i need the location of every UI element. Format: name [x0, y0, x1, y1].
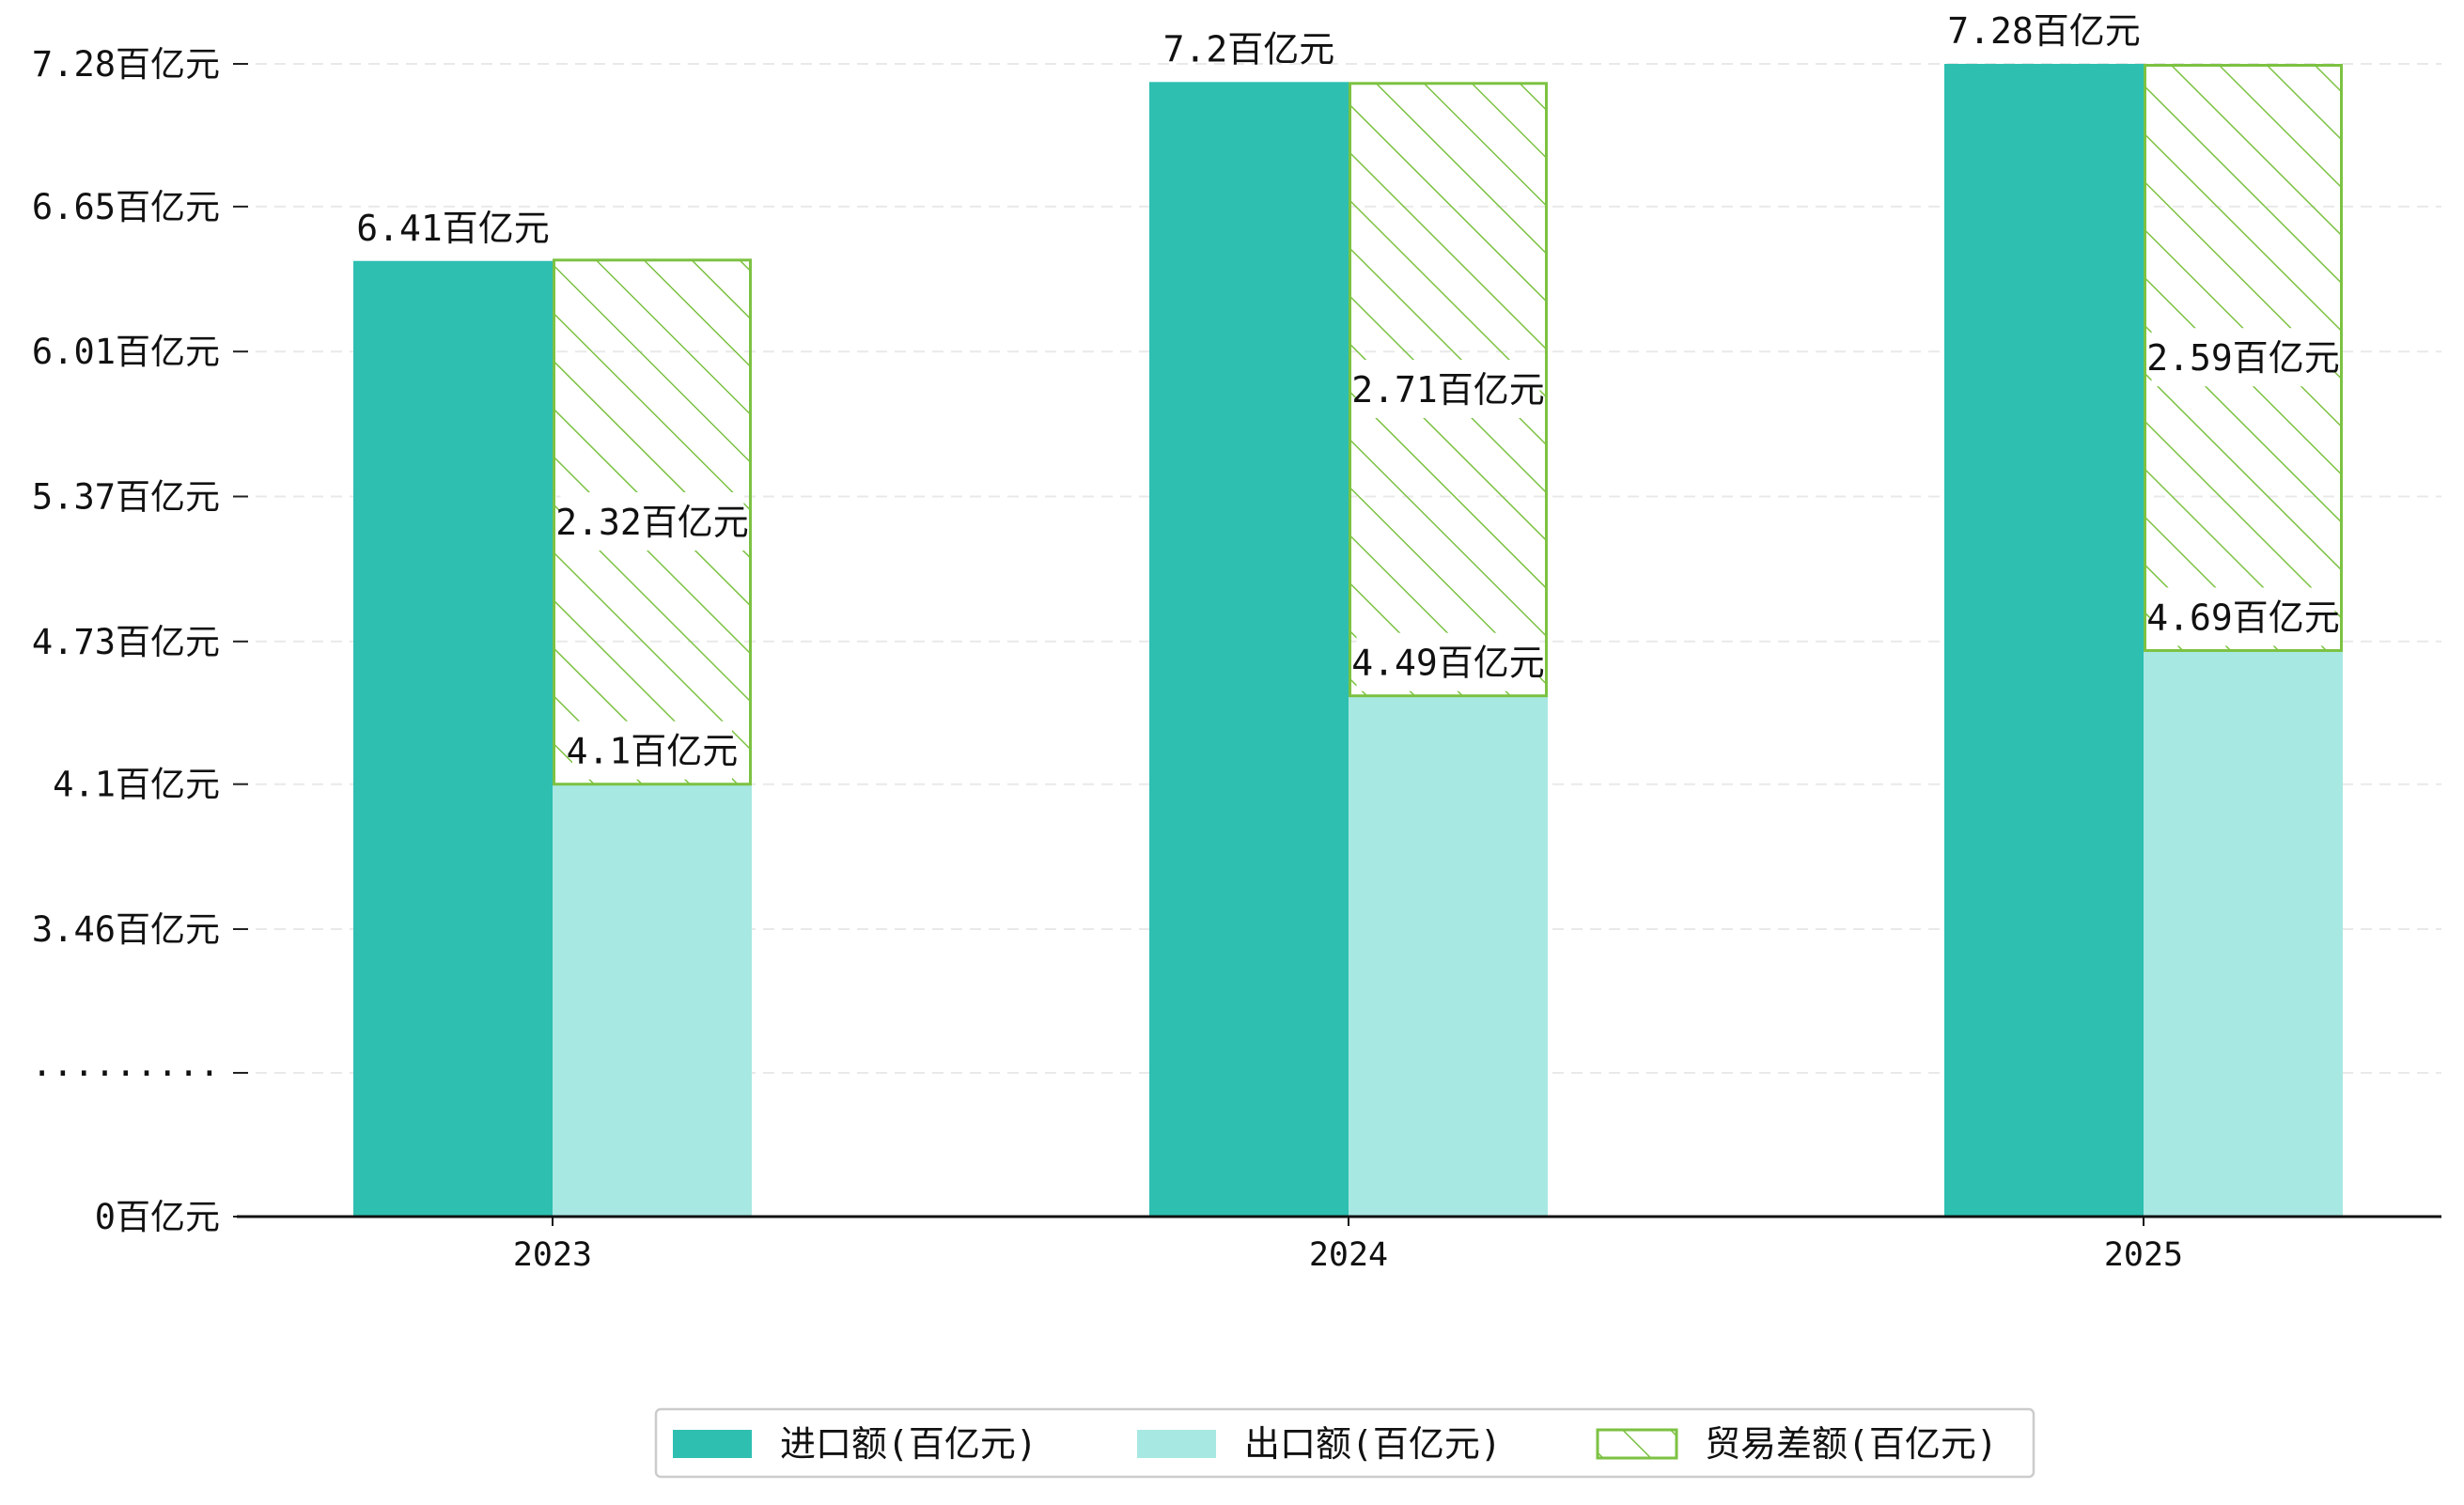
y-tick-label: 6.01百亿元 [32, 332, 220, 372]
value-label-export: 4.49百亿元 [1351, 643, 1545, 684]
x-tick-label: 2025 [2104, 1236, 2183, 1274]
value-label-import: 6.41百亿元 [356, 208, 550, 249]
value-label-export-box [1356, 632, 1540, 691]
y-tick-label: 4.73百亿元 [32, 622, 220, 662]
legend-swatch [1596, 1428, 1678, 1460]
value-label-export: 4.1百亿元 [567, 731, 739, 772]
value-label-balance: 2.59百亿元 [2146, 337, 2340, 379]
y-tick-label: ········· [32, 1053, 220, 1094]
bar-import [1149, 82, 1349, 1217]
y-tick-label: 0百亿元 [95, 1197, 220, 1237]
value-label-balance-box [560, 492, 744, 551]
y-tick-label: 6.65百亿元 [32, 187, 220, 227]
value-label-export-box [572, 721, 732, 780]
legend-swatch [673, 1430, 752, 1458]
bar-export [553, 784, 752, 1217]
legend-label: 进口额(百亿元) [780, 1423, 1037, 1465]
value-label-import: 7.28百亿元 [1947, 10, 2141, 52]
legend-label: 贸易差额(百亿元) [1705, 1423, 1998, 1465]
legend-swatch [1137, 1430, 1216, 1458]
y-tick-label: 3.46百亿元 [32, 909, 220, 950]
value-label-balance: 2.32百亿元 [555, 502, 749, 543]
value-label-export: 4.69百亿元 [2146, 597, 2340, 638]
value-label-export-box [2151, 587, 2335, 646]
legend-label: 出口额(百亿元) [1244, 1423, 1502, 1465]
y-tick-label: 5.37百亿元 [32, 477, 220, 518]
bar-import [1944, 64, 2144, 1217]
bar-export [1349, 695, 1548, 1217]
y-tick-label: 7.28百亿元 [32, 44, 220, 85]
value-label-balance-box [2151, 328, 2335, 387]
value-label-import: 7.2百亿元 [1163, 28, 1335, 70]
x-tick-label: 2023 [513, 1236, 592, 1274]
value-label-balance-box [1356, 359, 1540, 418]
x-tick-label: 2024 [1309, 1236, 1388, 1274]
bar-import [353, 260, 553, 1217]
value-label-balance: 2.71百亿元 [1351, 369, 1545, 411]
legend-box [654, 1407, 2035, 1479]
y-tick-label: 4.1百亿元 [53, 765, 220, 805]
bar-export [2144, 650, 2343, 1217]
